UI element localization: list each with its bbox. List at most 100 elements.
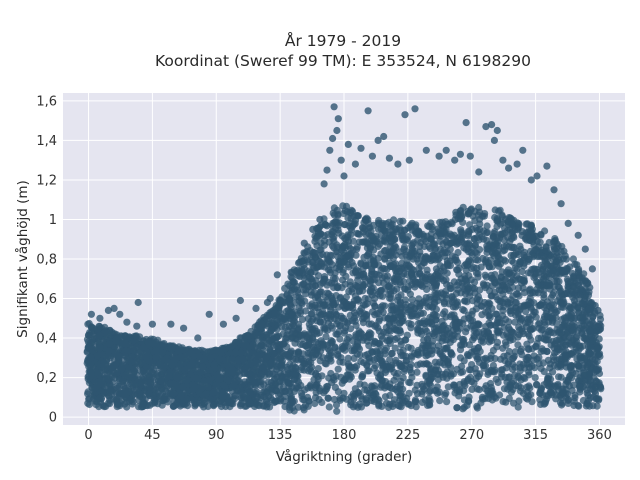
data-point: [84, 390, 92, 398]
data-point: [99, 401, 107, 409]
data-point: [384, 382, 392, 391]
data-point: [281, 393, 289, 401]
data-point: [458, 341, 466, 349]
data-point: [320, 232, 328, 240]
data-point: [192, 374, 200, 382]
data-point: [120, 361, 128, 369]
data-point: [267, 360, 275, 368]
data-point: [444, 220, 452, 228]
data-point: [399, 399, 407, 407]
data-point: [536, 396, 544, 404]
data-point: [223, 399, 231, 407]
data-point: [331, 308, 339, 316]
data-point: [394, 388, 402, 396]
data-point: [422, 371, 430, 379]
data-point: [444, 383, 452, 391]
data-point: [551, 237, 559, 245]
data-point: [436, 230, 444, 238]
data-point: [315, 258, 324, 266]
data-point: [468, 297, 477, 305]
data-point: [535, 243, 543, 251]
data-point: [535, 324, 543, 332]
data-point: [457, 206, 465, 215]
data-point: [122, 340, 130, 348]
data-point: [442, 313, 450, 321]
data-point: [474, 293, 482, 301]
data-point: [405, 400, 413, 408]
data-point: [442, 237, 450, 245]
data-point: [540, 368, 548, 376]
data-point: [482, 256, 490, 264]
data-point: [464, 230, 473, 238]
data-point: [359, 228, 368, 236]
data-point: [439, 322, 447, 330]
data-point: [96, 344, 104, 352]
data-point: [443, 257, 451, 265]
data-point: [431, 387, 439, 395]
data-point: [544, 328, 553, 336]
data-point: [536, 389, 544, 397]
data-point: [459, 218, 467, 226]
data-point: [356, 380, 364, 388]
data-point: [396, 301, 404, 309]
data-point: [219, 389, 227, 397]
data-point: [520, 251, 528, 259]
data-point: [92, 401, 100, 409]
data-point: [294, 384, 302, 392]
data-point: [394, 293, 402, 301]
data-point: [518, 268, 526, 276]
data-point: [440, 300, 448, 308]
data-point: [557, 373, 565, 381]
data-point: [436, 237, 444, 245]
data-point: [246, 400, 254, 408]
data-point: [328, 231, 336, 239]
data-point: [311, 304, 319, 312]
data-point: [278, 364, 286, 372]
data-point: [478, 212, 487, 220]
data-point: [540, 318, 549, 326]
data-point: [518, 228, 526, 236]
data-point: [419, 341, 427, 349]
data-point: [440, 345, 448, 353]
data-point: [344, 354, 352, 362]
data-point: [461, 382, 469, 390]
data-point: [413, 368, 421, 376]
data-point: [436, 397, 444, 405]
data-point: [370, 356, 378, 364]
data-point: [461, 290, 470, 298]
data-point: [298, 355, 306, 363]
data-point: [448, 292, 456, 300]
data-point: [414, 326, 422, 334]
data-point: [220, 381, 228, 390]
data-point: [253, 332, 261, 340]
data-point: [495, 207, 503, 215]
data-point: [570, 381, 578, 389]
data-point: [345, 251, 353, 259]
data-point: [552, 314, 560, 322]
data-point: [486, 287, 494, 295]
data-point: [291, 376, 299, 384]
data-point: [132, 332, 140, 340]
data-point: [268, 319, 276, 327]
data-point: [485, 338, 493, 346]
data-point: [436, 218, 444, 226]
data-point: [449, 303, 457, 311]
data-point: [282, 334, 290, 343]
data-point: [188, 360, 196, 368]
data-point: [328, 349, 336, 357]
data-point: [196, 368, 204, 377]
data-point: [307, 359, 315, 367]
data-point: [528, 398, 536, 406]
data-point: [331, 218, 339, 226]
data-point: [575, 265, 583, 273]
data-point: [584, 391, 592, 400]
data-point: [236, 402, 245, 410]
data-point: [380, 247, 388, 255]
data-point: [465, 248, 473, 256]
data-point: [331, 275, 339, 283]
data-point: [209, 401, 217, 409]
data-point: [309, 349, 317, 357]
data-point: [578, 330, 586, 338]
data-point: [398, 272, 406, 280]
data-point: [483, 248, 491, 257]
